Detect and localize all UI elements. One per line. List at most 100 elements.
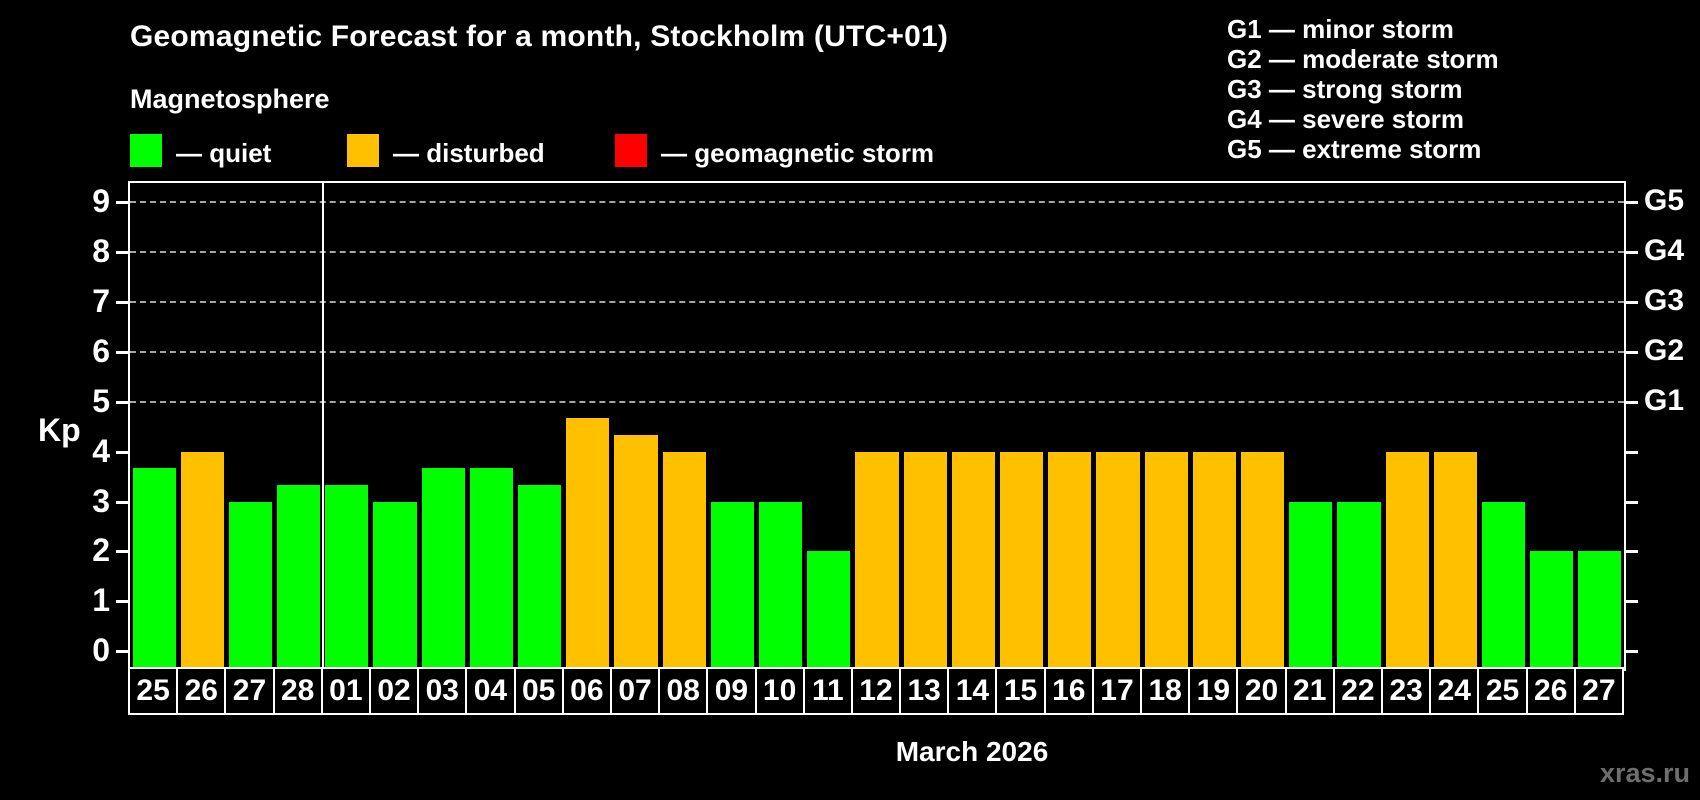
g-scale-label-g5: G5 (1644, 184, 1685, 218)
gridline-kp8 (130, 251, 1624, 254)
kp-axis-label: Kp (38, 412, 81, 448)
date-cell-16: 13 (899, 667, 950, 715)
date-cell-0: 25 (128, 667, 179, 715)
month-boundary-line (321, 183, 324, 669)
kp-bar-14 (951, 451, 995, 669)
date-cell-26: 23 (1381, 667, 1432, 715)
kp-tick-label: 6 (92, 332, 110, 369)
g-tick (1626, 201, 1638, 205)
storm-scale-item: G3 — strong storm (1227, 74, 1463, 104)
kp-bar-20 (1240, 451, 1285, 669)
storm-scale-item: G1 — minor storm (1227, 14, 1454, 44)
date-axis: 25 26 27 28 01 02 03 04 05 06 07 08 09 10 11 12 13 14 15 16… (128, 667, 1626, 717)
kp-tick-label: 8 (92, 233, 110, 270)
date-cell-8: 05 (513, 667, 564, 715)
kp-tick (116, 450, 128, 454)
kp-bar-18 (1144, 451, 1188, 669)
kp-tick-label: 7 (92, 283, 110, 320)
kp-bar-28 (277, 485, 321, 669)
kp-tick (116, 301, 128, 305)
kp-tick (116, 650, 128, 654)
date-cell-6: 03 (417, 667, 468, 715)
kp-bar-15 (999, 451, 1044, 669)
kp-tick-label: 1 (92, 582, 110, 619)
storm-legend-label: — geomagnetic storm (661, 138, 935, 168)
kp-bar-25 (1481, 501, 1526, 669)
date-cell-28: 25 (1477, 667, 1528, 715)
kp-tick (116, 500, 128, 504)
storm-legend-swatch (615, 134, 647, 167)
date-cell-25: 22 (1332, 667, 1384, 715)
date-cell-27: 24 (1429, 667, 1480, 715)
disturbed-legend-label: — disturbed (393, 138, 545, 168)
g-tick (1626, 450, 1638, 454)
magnetosphere-label: Magnetosphere (130, 84, 330, 114)
date-cell-5: 02 (368, 667, 420, 715)
kp-bar-17 (1096, 451, 1140, 669)
date-cell-20: 17 (1091, 667, 1143, 715)
kp-bar-12 (855, 451, 899, 669)
gridline-kp7 (130, 301, 1624, 304)
kp-bar-21 (1289, 501, 1333, 669)
date-cell-22: 19 (1188, 667, 1239, 715)
kp-tick-label: 3 (92, 482, 110, 519)
kp-bar-19 (1192, 451, 1236, 669)
date-cell-15: 12 (850, 667, 902, 715)
gridline-kp5 (130, 400, 1624, 403)
kp-bar-01 (325, 485, 369, 669)
date-cell-17: 14 (947, 667, 998, 715)
date-cell-19: 16 (1043, 667, 1094, 715)
storm-scale-item: G5 — extreme storm (1227, 134, 1482, 164)
date-cell-2: 27 (224, 667, 275, 715)
kp-bar-11 (807, 551, 851, 669)
kp-tick (116, 600, 128, 604)
kp-tick (116, 251, 128, 255)
storm-scale-item: G2 — moderate storm (1227, 44, 1499, 74)
date-cell-4: 01 (320, 667, 371, 715)
kp-bar-16 (1048, 451, 1092, 669)
kp-bar-27 (1578, 551, 1622, 669)
date-cell-10: 07 (609, 667, 661, 715)
storm-scale-item: G4 — severe storm (1227, 104, 1465, 134)
quiet-legend-label: — quiet (176, 138, 272, 168)
g-scale-label-g3: G3 (1644, 284, 1685, 318)
kp-bar-27 (228, 501, 273, 669)
g-scale-label-g4: G4 (1644, 234, 1685, 268)
date-cell-23: 20 (1236, 667, 1287, 715)
kp-bar-09 (710, 501, 754, 669)
kp-tick (116, 201, 128, 205)
date-cell-13: 10 (754, 667, 805, 715)
kp-tick (116, 550, 128, 554)
kp-bar-24 (1433, 451, 1477, 669)
kp-tick-label: 4 (92, 432, 110, 469)
storm-scale-legend: G1 — minor storm G2 — moderate storm G3 — … (1227, 14, 1499, 164)
kp-bar-10 (759, 501, 803, 669)
g-tick (1626, 650, 1638, 654)
gridline-kp9 (130, 201, 1624, 204)
date-cell-30: 27 (1573, 667, 1624, 715)
g-tick (1626, 251, 1638, 255)
date-cell-1: 26 (176, 667, 227, 715)
g-tick (1626, 400, 1638, 404)
kp-tick (116, 400, 128, 404)
date-cell-18: 15 (995, 667, 1046, 715)
g-tick (1626, 500, 1638, 504)
kp-bar-22 (1337, 501, 1381, 669)
kp-bar-23 (1385, 451, 1429, 669)
watermark: xras.ru (1599, 758, 1690, 788)
chart-title: Geomagnetic Forecast for a month, Stockh… (130, 20, 949, 53)
kp-bar-26 (180, 451, 224, 669)
gridline-kp6 (130, 350, 1624, 353)
g-tick (1626, 301, 1638, 305)
g-tick (1626, 600, 1638, 604)
g-tick (1626, 550, 1638, 554)
kp-bar-13 (903, 451, 947, 669)
kp-bar-05 (518, 485, 562, 669)
kp-bar-03 (421, 468, 465, 669)
date-cell-14: 11 (802, 667, 853, 715)
month-label: March 2026 (895, 736, 1049, 767)
kp-bar-07 (614, 435, 658, 669)
date-cell-12: 09 (706, 667, 757, 715)
quiet-legend-swatch (130, 134, 162, 167)
